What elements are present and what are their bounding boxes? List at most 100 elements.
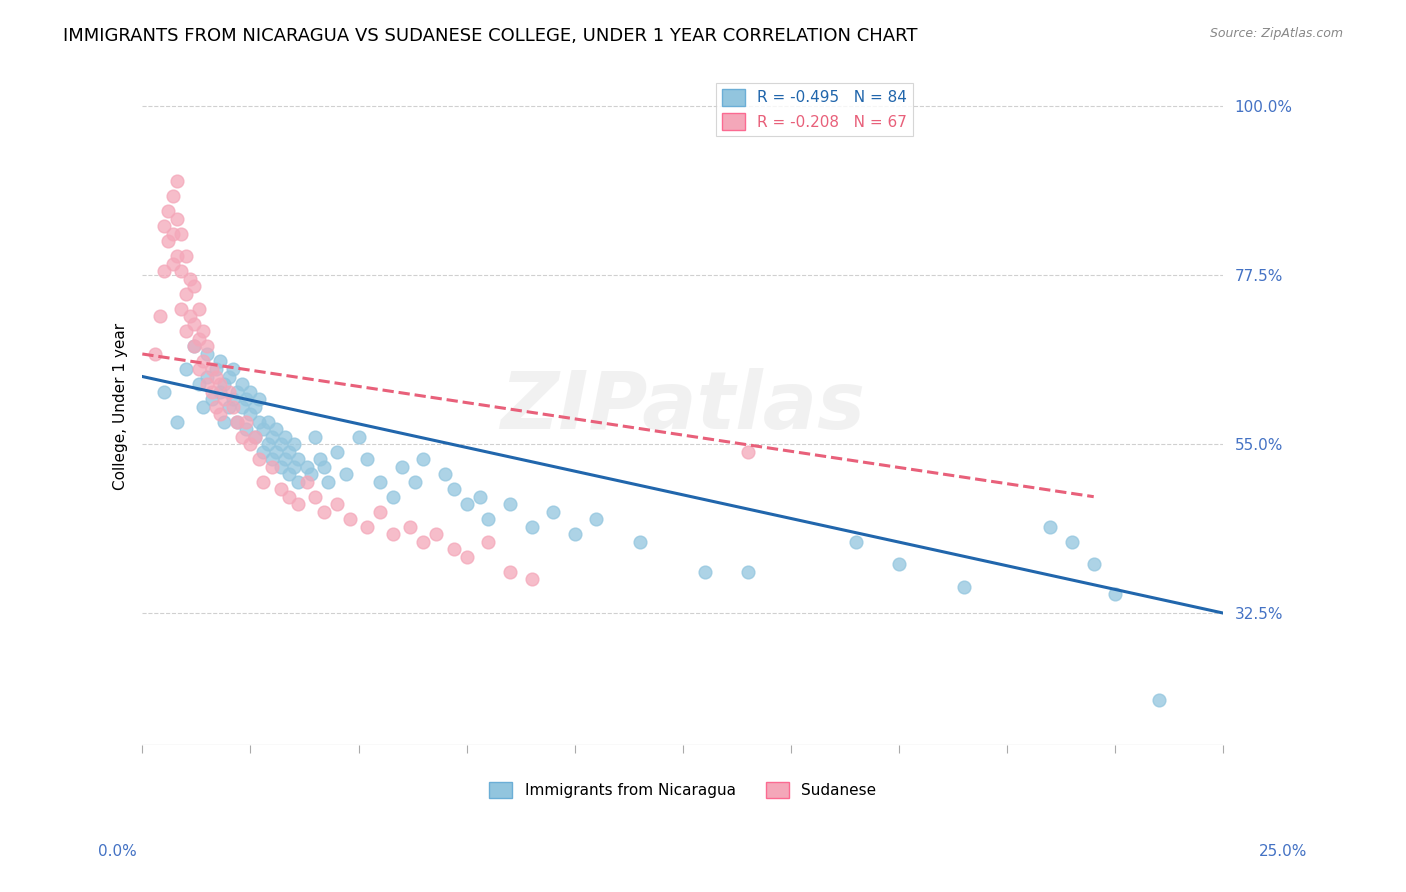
Point: [347, 429, 370, 443]
Point: [326, 497, 349, 511]
Point: [247, 452, 270, 467]
Point: [214, 377, 236, 392]
Legend: Immigrants from Nicaragua, Sudanese: Immigrants from Nicaragua, Sudanese: [484, 776, 883, 805]
Point: [737, 444, 759, 458]
Point: [243, 429, 266, 443]
Point: [209, 407, 232, 421]
Point: [170, 301, 193, 316]
Text: 25.0%: 25.0%: [1260, 845, 1308, 859]
Point: [339, 512, 361, 526]
Point: [162, 257, 184, 271]
Point: [278, 467, 301, 482]
Point: [187, 377, 209, 392]
Point: [226, 415, 249, 429]
Point: [312, 505, 335, 519]
Point: [499, 565, 522, 579]
Point: [179, 272, 201, 286]
Point: [200, 384, 222, 399]
Point: [1083, 558, 1105, 572]
Point: [157, 204, 180, 219]
Point: [187, 362, 209, 376]
Point: [287, 497, 309, 511]
Point: [235, 415, 257, 429]
Point: [628, 534, 651, 549]
Point: [231, 400, 253, 414]
Point: [953, 580, 976, 594]
Point: [1104, 587, 1126, 601]
Point: [287, 452, 309, 467]
Point: [274, 452, 297, 467]
Point: [477, 534, 499, 549]
Point: [166, 174, 188, 188]
Point: [1039, 520, 1062, 534]
Point: [205, 400, 228, 414]
Point: [174, 362, 197, 376]
Point: [443, 482, 465, 496]
Point: [226, 384, 249, 399]
Point: [283, 437, 305, 451]
Point: [382, 490, 405, 504]
Point: [266, 444, 288, 458]
Point: [162, 227, 184, 241]
Point: [256, 437, 278, 451]
Point: [231, 429, 253, 443]
Text: Source: ZipAtlas.com: Source: ZipAtlas.com: [1209, 27, 1343, 40]
Point: [737, 565, 759, 579]
Point: [191, 400, 214, 414]
Point: [270, 459, 292, 474]
Point: [468, 490, 491, 504]
Point: [335, 467, 357, 482]
Point: [693, 565, 716, 579]
Text: 0.0%: 0.0%: [98, 845, 138, 859]
Point: [153, 384, 176, 399]
Point: [170, 264, 193, 278]
Point: [368, 505, 391, 519]
Point: [153, 219, 176, 234]
Point: [412, 534, 434, 549]
Point: [231, 377, 253, 392]
Point: [218, 369, 240, 384]
Point: [209, 377, 232, 392]
Point: [312, 459, 335, 474]
Point: [191, 354, 214, 368]
Point: [226, 415, 249, 429]
Point: [326, 444, 349, 458]
Point: [166, 211, 188, 226]
Point: [239, 437, 262, 451]
Text: IMMIGRANTS FROM NICARAGUA VS SUDANESE COLLEGE, UNDER 1 YEAR CORRELATION CHART: IMMIGRANTS FROM NICARAGUA VS SUDANESE CO…: [63, 27, 918, 45]
Point: [243, 429, 266, 443]
Point: [845, 534, 868, 549]
Point: [887, 558, 910, 572]
Point: [222, 392, 245, 406]
Point: [412, 452, 434, 467]
Point: [456, 549, 478, 564]
Point: [143, 347, 166, 361]
Point: [200, 362, 222, 376]
Point: [187, 332, 209, 346]
Point: [183, 279, 205, 293]
Point: [283, 459, 305, 474]
Point: [368, 475, 391, 489]
Point: [243, 400, 266, 414]
Point: [200, 392, 222, 406]
Y-axis label: College, Under 1 year: College, Under 1 year: [114, 323, 128, 490]
Point: [477, 512, 499, 526]
Point: [183, 317, 205, 331]
Point: [274, 429, 297, 443]
Point: [209, 384, 232, 399]
Point: [214, 392, 236, 406]
Point: [170, 227, 193, 241]
Point: [183, 339, 205, 353]
Point: [304, 490, 326, 504]
Point: [187, 301, 209, 316]
Point: [1147, 692, 1170, 706]
Point: [195, 369, 218, 384]
Point: [260, 452, 283, 467]
Point: [425, 527, 447, 541]
Point: [247, 392, 270, 406]
Point: [270, 437, 292, 451]
Point: [174, 286, 197, 301]
Point: [191, 325, 214, 339]
Point: [564, 527, 586, 541]
Point: [520, 572, 543, 586]
